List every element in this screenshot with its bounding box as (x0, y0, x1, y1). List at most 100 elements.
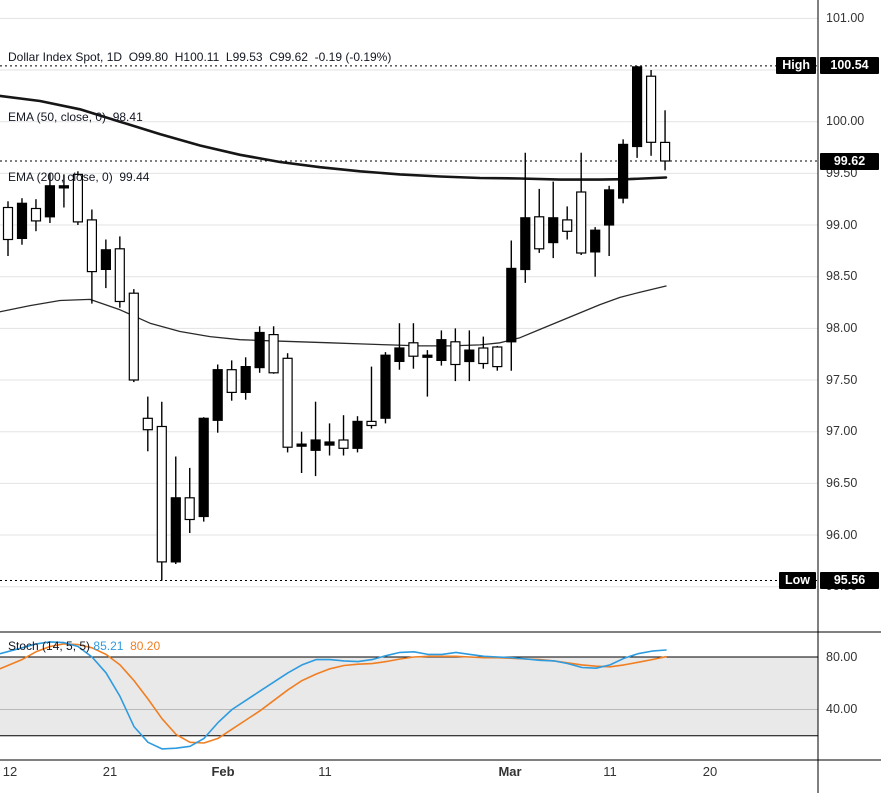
candle-body-up (58, 185, 70, 189)
candle-body-up (617, 143, 629, 199)
candle (492, 345, 503, 371)
candle-body-up (464, 349, 475, 363)
candle (464, 330, 475, 382)
ema50-line (0, 285, 667, 347)
stoch-legend-title: Stoch (14, 5, 5) (8, 639, 91, 653)
candle-body-down (576, 191, 587, 254)
candle (645, 70, 657, 156)
candle-body-up (296, 443, 307, 447)
candle (310, 401, 321, 477)
time-tick-label: 12 (2, 764, 18, 779)
candle (380, 352, 391, 424)
candle-body-down (562, 219, 573, 232)
candle-body-up (394, 347, 405, 362)
candle (603, 185, 615, 256)
candle (548, 181, 559, 259)
candle (128, 289, 139, 383)
candle-body-up (240, 366, 251, 394)
candle-body-up (548, 217, 559, 244)
time-tick-label: 11 (318, 764, 332, 779)
price-tick-label: 97.50 (826, 372, 858, 387)
candle-body-down (86, 219, 98, 273)
price-tick-label: 98.50 (826, 269, 858, 284)
candle-body-down (128, 292, 139, 381)
candle-body-up (422, 354, 433, 358)
ema200-line (0, 94, 668, 181)
candle (58, 174, 70, 208)
candle (254, 326, 265, 373)
candle (198, 417, 209, 522)
candle (282, 353, 293, 453)
time-tick-label: Mar (498, 764, 522, 779)
candle-body-down (156, 425, 167, 563)
symbol-legend[interactable]: Dollar Index Spot, 1D O99.80 H100.11 L99… (8, 7, 391, 227)
candle (590, 227, 601, 277)
candle (226, 360, 237, 401)
candle-body-up (324, 441, 335, 446)
candle-body-down (114, 248, 125, 303)
candle (240, 357, 251, 400)
candle-body-up (100, 249, 112, 271)
last-price-badge: 99.62 (820, 152, 879, 170)
candle (338, 415, 349, 456)
price-tick-label: 96.00 (826, 527, 858, 542)
high-price-badge: 100.54 (820, 57, 879, 75)
candle (617, 139, 629, 204)
candle (324, 423, 335, 456)
candle (156, 401, 167, 581)
stoch-band (0, 657, 818, 736)
candle-body-up (506, 267, 517, 343)
candle-body-up (436, 339, 447, 362)
candle-body-up (16, 202, 28, 240)
price-tick-label: 100.00 (826, 114, 865, 129)
candle-body-down (30, 207, 42, 222)
candle (212, 364, 223, 433)
candle (16, 198, 28, 245)
candle-body-down (534, 216, 545, 250)
time-tick-label: 11 (603, 764, 617, 779)
candle (631, 65, 643, 158)
candle (100, 239, 112, 289)
candle (659, 110, 671, 171)
stoch-k-line (0, 641, 667, 750)
time-tick-label: Feb (211, 764, 235, 779)
time-tick-label: 21 (102, 764, 118, 779)
stoch-legend[interactable]: Stoch (14, 5, 5) 85.21 80.20 (8, 639, 160, 653)
candle-body-down (338, 439, 349, 449)
candle (296, 431, 307, 473)
candle (408, 323, 419, 369)
stoch-k-value: 85.21 (93, 639, 124, 653)
candle-body-up (520, 217, 531, 271)
candle (72, 171, 84, 225)
candle (86, 209, 98, 304)
candle (436, 330, 447, 366)
candle (506, 240, 517, 371)
stoch-d-value: 80.20 (130, 639, 161, 653)
candle (170, 456, 181, 564)
stoch-tick-label: 80.00 (826, 649, 858, 664)
candle (576, 152, 587, 255)
candle (450, 328, 461, 382)
symbol-ohlc-row: Dollar Index Spot, 1D O99.80 H100.11 L99… (8, 50, 392, 64)
candle (142, 396, 153, 452)
candle-body-down (659, 141, 671, 162)
candle (366, 366, 377, 429)
stoch-tick-label: 40.00 (826, 702, 858, 716)
candle (30, 199, 42, 232)
candle (562, 206, 573, 240)
low-marker-label: Low (779, 572, 816, 589)
candle (114, 236, 125, 308)
price-tick-label: 97.00 (826, 424, 858, 439)
candle-body-up (170, 497, 181, 563)
candle-body-down (478, 347, 489, 365)
candle-body-up (254, 331, 265, 369)
candle-body-down (408, 342, 419, 357)
candle-body-down (645, 75, 657, 143)
candle-body-up (310, 439, 321, 451)
candle-body-down (450, 341, 461, 366)
candle-body-down (226, 369, 237, 394)
candle (352, 416, 363, 453)
candle-body-up (603, 189, 615, 226)
candle-body-down (492, 346, 503, 368)
